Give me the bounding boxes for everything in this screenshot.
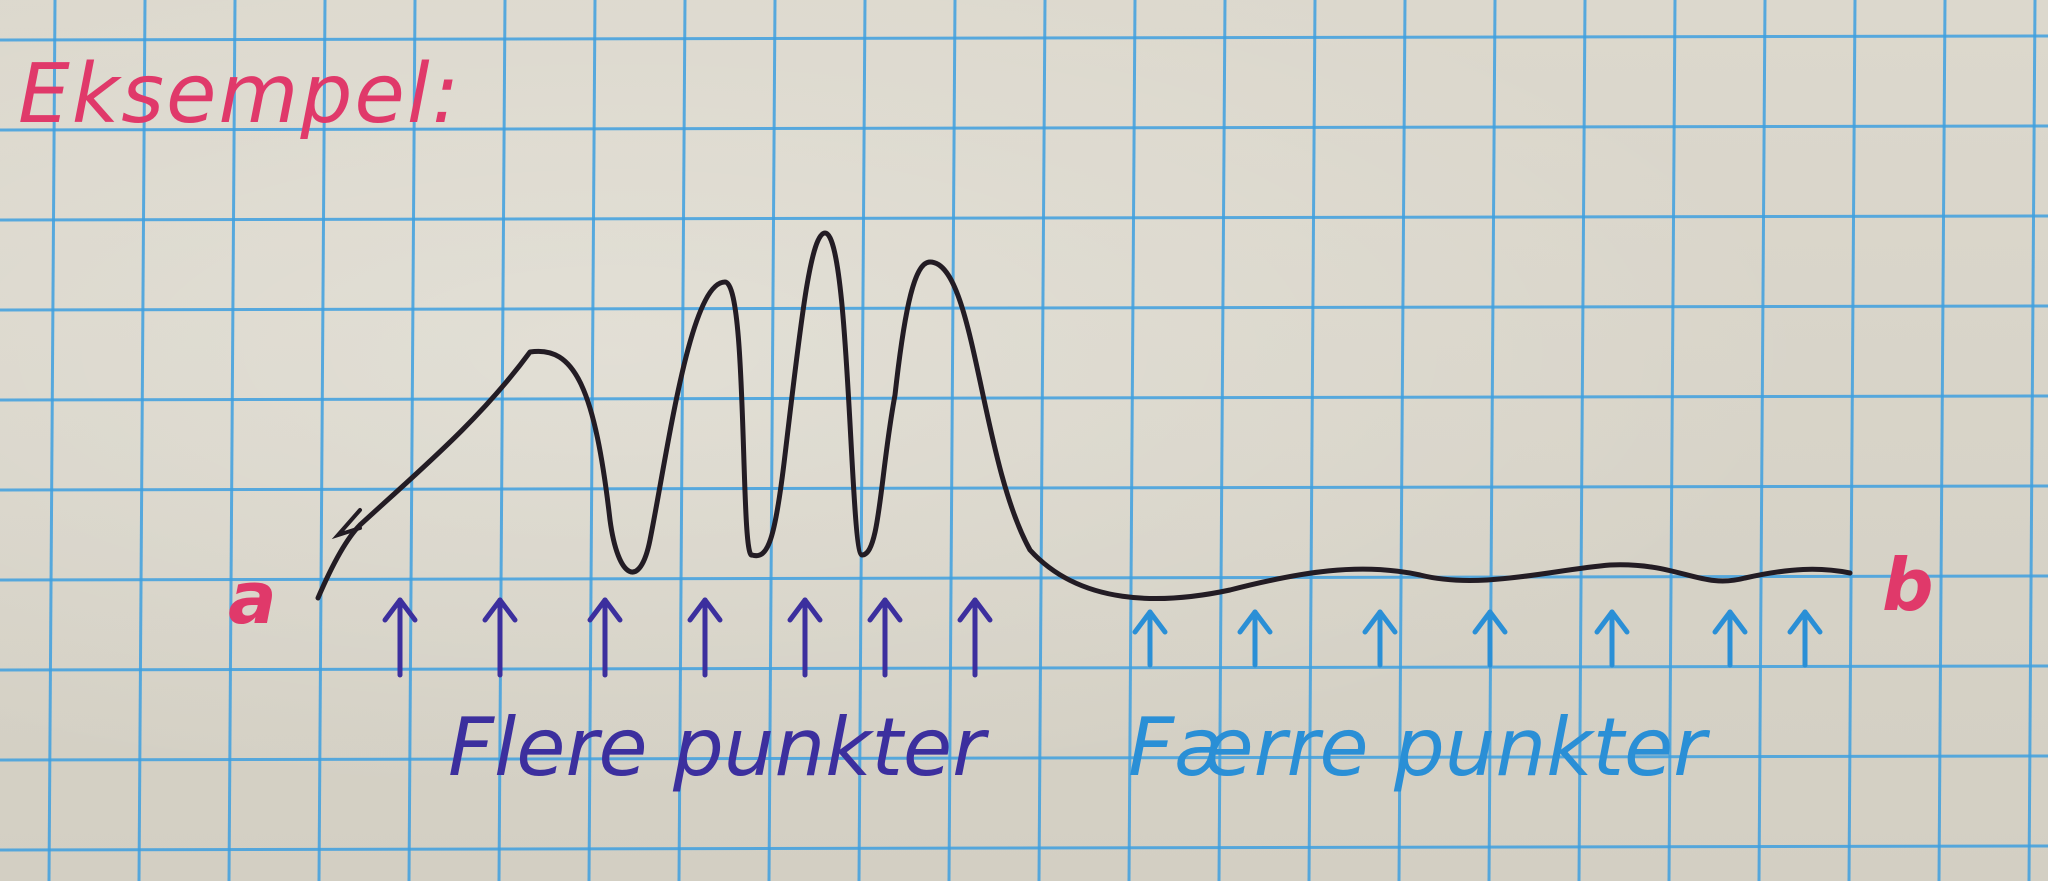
dense-point-arrow-icon — [587, 597, 623, 678]
grid-line-vertical — [947, 0, 957, 881]
grid-line-horizontal — [0, 394, 2048, 402]
grid-line-vertical — [767, 0, 777, 881]
grid-line-vertical — [587, 0, 597, 881]
grid-line-vertical — [137, 0, 147, 881]
dense-point-arrow-icon — [382, 597, 418, 678]
page-title: Eksempel: — [18, 47, 461, 142]
sparse-arrows-group — [1132, 609, 1823, 668]
grid-line-vertical — [1757, 0, 1767, 881]
grid-line-vertical — [47, 0, 57, 881]
endpoint-b-label: b — [1882, 543, 1934, 627]
grid-line-horizontal — [0, 844, 2048, 852]
sparse-point-arrow-icon — [1712, 609, 1748, 668]
grid-line-horizontal — [0, 574, 2048, 582]
grid-line-vertical — [407, 0, 417, 881]
grid-line-horizontal — [0, 304, 2048, 312]
dense-arrows-group — [382, 597, 993, 678]
endpoint-a-label: a — [228, 556, 277, 640]
grid-line-vertical — [1847, 0, 1857, 881]
grid-line-vertical — [317, 0, 327, 881]
sparse-point-arrow-icon — [1237, 609, 1273, 668]
grid-line-vertical — [227, 0, 237, 881]
dense-point-arrow-icon — [687, 597, 723, 678]
sparse-points-label: Færre punkter — [1128, 701, 1711, 794]
grid-line-vertical — [2027, 0, 2037, 881]
grid-line-vertical — [1667, 0, 1677, 881]
grid-line-vertical — [1307, 0, 1317, 881]
grid-line-vertical — [1937, 0, 1947, 881]
curve-start-hook — [331, 508, 362, 540]
sparse-point-arrow-icon — [1362, 609, 1398, 668]
grid-line-vertical — [1127, 0, 1137, 881]
sparse-point-arrow-icon — [1787, 609, 1823, 668]
sparse-point-arrow-icon — [1472, 609, 1508, 668]
grid-line-horizontal — [0, 484, 2048, 492]
grid-line-horizontal — [0, 754, 2048, 762]
function-curve — [315, 230, 1853, 601]
dense-point-arrow-icon — [957, 597, 993, 678]
grid-line-horizontal — [0, 124, 2048, 132]
grid-line-vertical — [1217, 0, 1227, 881]
grid-line-vertical — [497, 0, 507, 881]
dense-point-arrow-icon — [482, 597, 518, 678]
grid-line-vertical — [1577, 0, 1587, 881]
grid-line-vertical — [1487, 0, 1497, 881]
dense-point-arrow-icon — [787, 597, 823, 678]
grid-line-horizontal — [0, 664, 2048, 672]
sparse-point-arrow-icon — [1594, 609, 1630, 668]
grid-line-vertical — [677, 0, 687, 881]
grid-line-horizontal — [0, 214, 2048, 222]
grid-line-horizontal — [0, 34, 2048, 42]
grid-line-vertical — [857, 0, 867, 881]
dense-points-label: Flere punkter — [448, 701, 990, 794]
dense-point-arrow-icon — [867, 597, 903, 678]
grid-line-vertical — [1397, 0, 1407, 881]
sparse-point-arrow-icon — [1132, 609, 1168, 668]
grid-line-vertical — [1037, 0, 1047, 881]
